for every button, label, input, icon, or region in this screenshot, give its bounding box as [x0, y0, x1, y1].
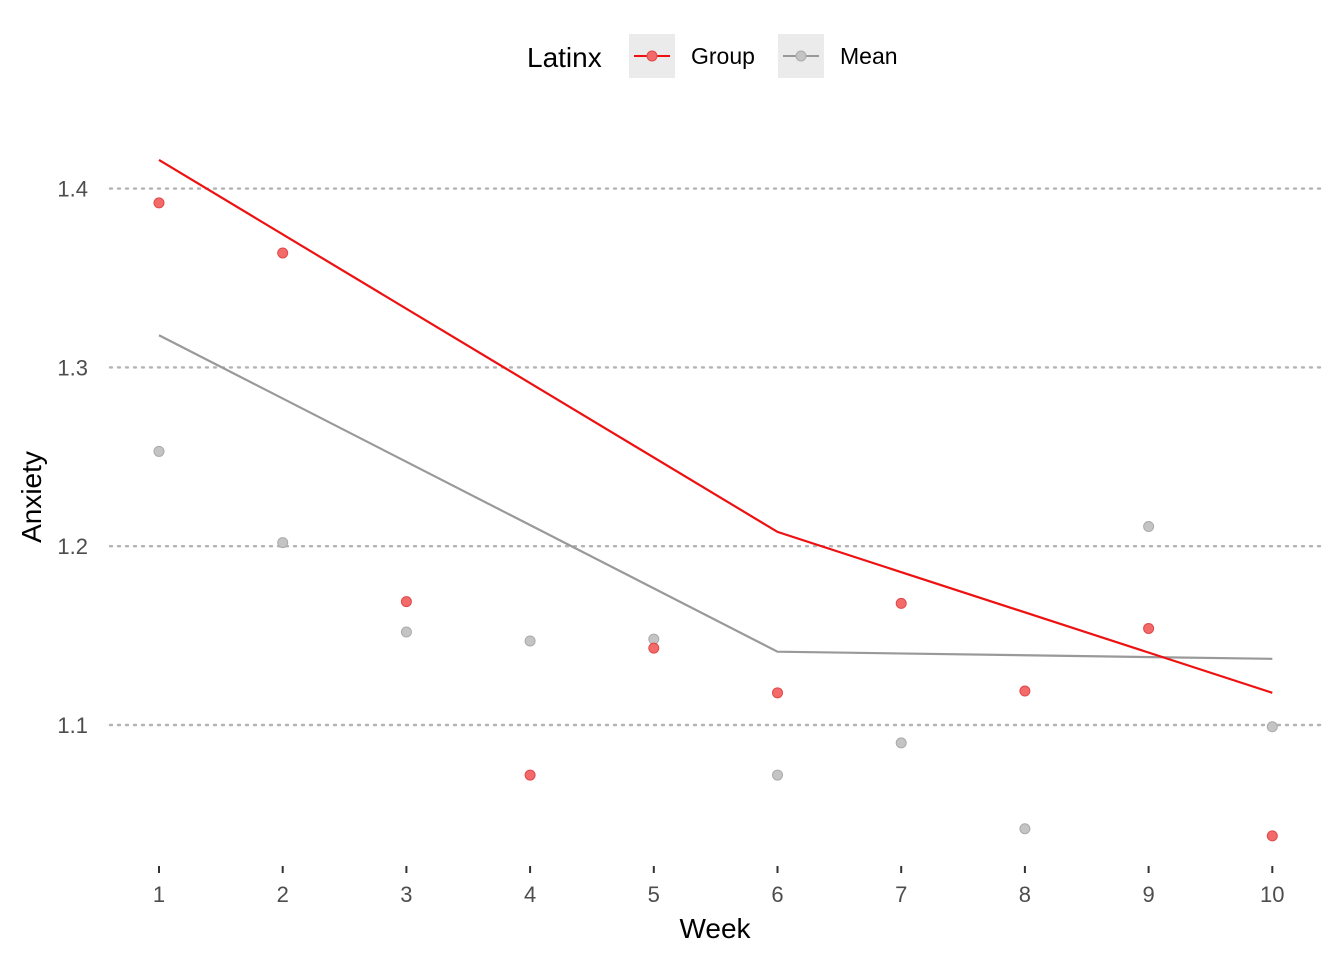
x-tick-label: 2	[277, 882, 289, 907]
point-group	[1019, 685, 1031, 697]
legend-title: Latinx	[527, 42, 602, 73]
point-mean	[524, 635, 536, 647]
point-mean	[772, 769, 783, 781]
legend-item-group: Group	[629, 34, 755, 78]
point-group	[648, 642, 660, 654]
y-tick-labels: 1.1 1.2 1.3 1.4	[57, 177, 88, 738]
x-tick-label: 9	[1142, 882, 1154, 907]
legend-item-mean: Mean	[778, 34, 898, 78]
x-axis-title: Week	[679, 913, 751, 944]
legend-label-group: Group	[691, 43, 755, 69]
legend-label-mean: Mean	[840, 43, 898, 69]
y-tick-label: 1.4	[57, 177, 88, 202]
gridlines	[108, 187, 1326, 727]
point-group	[153, 197, 165, 209]
x-tick-label: 5	[648, 882, 660, 907]
point-group	[895, 597, 907, 609]
legend-key-mean-point	[795, 50, 807, 62]
legend-key-group-point	[646, 50, 658, 62]
y-tick-label: 1.1	[57, 713, 88, 738]
y-axis-title: Anxiety	[16, 451, 47, 543]
point-group	[1266, 830, 1278, 842]
x-tick-label: 3	[400, 882, 412, 907]
point-mean	[277, 537, 289, 549]
point-group	[772, 687, 783, 699]
point-mean	[1143, 521, 1155, 533]
series-mean	[153, 334, 1278, 835]
point-mean	[153, 445, 165, 457]
x-tick-label: 6	[771, 882, 783, 907]
point-mean	[1266, 721, 1278, 733]
point-group	[400, 596, 412, 608]
series-line-group	[158, 159, 1273, 694]
x-tick-label: 1	[153, 882, 165, 907]
x-tick-labels: 1 2 3 4 5 6 7 8 9 10	[153, 866, 1285, 907]
series	[153, 159, 1278, 842]
x-tick-label: 7	[895, 882, 907, 907]
series-line-mean	[158, 334, 1273, 660]
x-tick-label: 10	[1260, 882, 1284, 907]
point-mean	[400, 626, 412, 638]
x-tick-label: 4	[524, 882, 536, 907]
point-group	[1143, 622, 1155, 634]
legend: Latinx Group Mean	[527, 34, 898, 78]
point-group	[277, 247, 289, 259]
point-group	[524, 769, 536, 781]
y-tick-label: 1.3	[57, 355, 88, 380]
point-mean	[1019, 823, 1031, 835]
y-tick-label: 1.2	[57, 534, 88, 559]
point-mean	[895, 737, 907, 749]
series-group	[153, 159, 1278, 842]
x-tick-label: 8	[1019, 882, 1031, 907]
